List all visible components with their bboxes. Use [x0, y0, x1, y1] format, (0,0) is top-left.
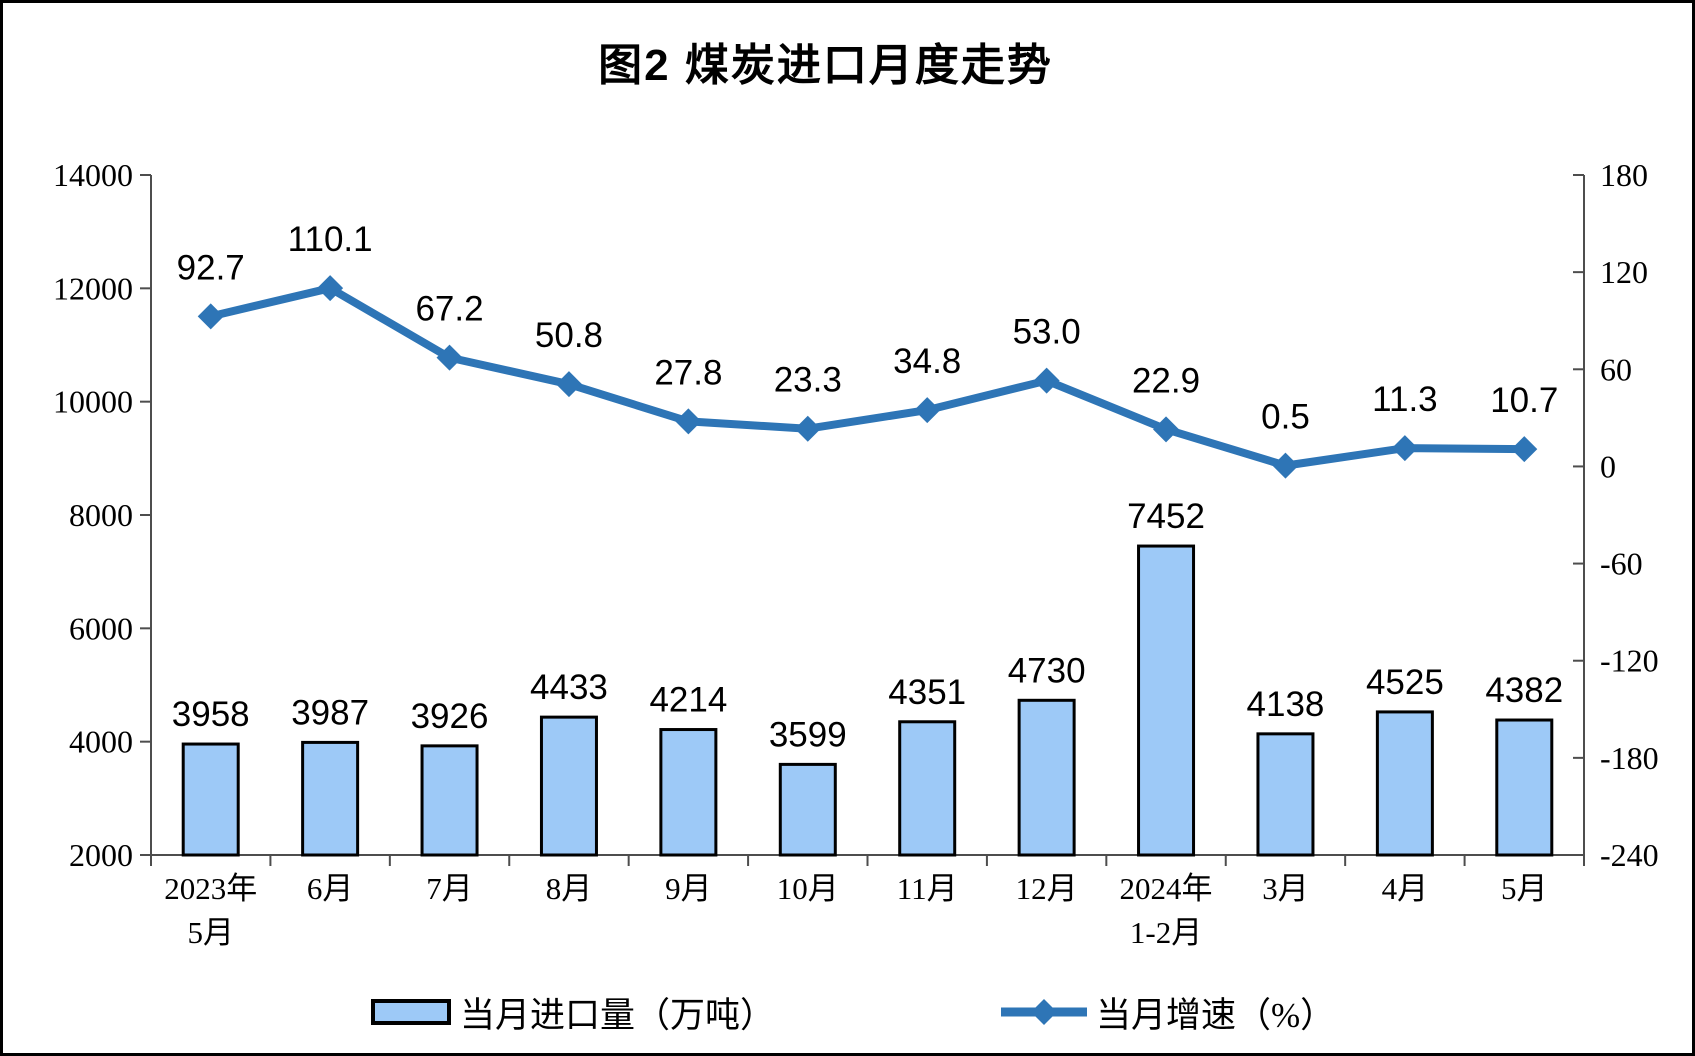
line-value-label-0: 92.7: [177, 248, 245, 287]
left-axis-tick-label-5: 12000: [53, 270, 133, 306]
bar-value-label-0: 3958: [172, 695, 250, 734]
line-point-10: [1391, 435, 1418, 462]
line-point-6: [914, 397, 941, 424]
growth-line: [206, 284, 1529, 470]
right-axis-tick-label-7: -240: [1600, 837, 1659, 873]
left-axis-tick-label-4: 10000: [53, 384, 133, 420]
line-point-2: [436, 344, 463, 371]
bar-value-label-8: 7452: [1127, 497, 1205, 536]
bar-3: [539, 715, 598, 857]
bar-7: [1017, 698, 1076, 857]
right-axis-tick-label-2: 60: [1600, 351, 1632, 387]
line-point-5: [794, 415, 821, 442]
right-axis-tick-label-6: -180: [1600, 740, 1659, 776]
x-category-label-8: 2024年: [1120, 871, 1213, 906]
right-axis-tick-label-0: 180: [1600, 157, 1648, 193]
bar-value-label-10: 4525: [1366, 663, 1444, 702]
left-axis-tick-label-0: 2000: [69, 837, 133, 873]
left-axis-tick-label-3: 8000: [69, 497, 133, 533]
left-axis-tick-label-6: 14000: [53, 157, 133, 193]
line-value-label-11: 10.7: [1490, 381, 1558, 420]
bar-4: [659, 728, 718, 857]
line-value-label-3: 50.8: [535, 316, 603, 355]
right-axis-tick-label-3: 0: [1600, 448, 1616, 484]
line-point-8: [1153, 416, 1180, 443]
line-point-1: [317, 275, 344, 302]
left-axis-tick-label-2: 6000: [69, 610, 133, 646]
line-point-3: [555, 371, 582, 398]
bar-1: [301, 740, 360, 857]
legend-label-growth-rate: 当月增速（%）: [1096, 995, 1336, 1035]
bar-series-swatch-icon: [371, 999, 451, 1025]
legend: 当月进口量（万吨） 当月增速（%）: [3, 989, 1692, 1035]
bar-value-label-3: 4433: [530, 668, 608, 707]
x-category-label-10: 4月: [1382, 871, 1429, 906]
bar-value-label-6: 4351: [888, 673, 966, 712]
x-category-label-9: 3月: [1262, 871, 1309, 906]
bar-8: [1137, 544, 1196, 857]
bar-2: [420, 744, 479, 857]
line-point-9: [1272, 452, 1299, 479]
line-value-label-4: 27.8: [654, 353, 722, 392]
bar-value-label-11: 4382: [1485, 671, 1563, 710]
x-category-label-6: 11月: [897, 871, 958, 906]
line-series-swatch-icon: [999, 997, 1089, 1027]
line-point-11: [1511, 436, 1538, 463]
bar-value-label-1: 3987: [291, 693, 369, 732]
bar-9: [1256, 732, 1315, 857]
x-category-label-5: 10月: [777, 871, 839, 906]
combo-chart: 2000 4000 6000 8000 10000 12000 14000 180 120 60 0…: [53, 157, 1659, 950]
bar-11: [1495, 718, 1554, 857]
left-axis-tick-label-1: 4000: [69, 724, 133, 760]
x-category-label-4: 9月: [665, 871, 712, 906]
line-value-label-8: 22.9: [1132, 361, 1200, 400]
right-axis-tick-label-1: 120: [1600, 254, 1648, 290]
bar-10: [1375, 710, 1434, 857]
x-category-label-2: 7月: [426, 871, 473, 906]
line-value-label-7: 53.0: [1013, 313, 1081, 352]
chart-title: 图2 煤炭进口月度走势: [598, 41, 1053, 90]
line-value-label-6: 34.8: [893, 342, 961, 381]
line-value-label-5: 23.3: [774, 361, 842, 400]
x-category-label-8-line2: 1-2月: [1130, 915, 1202, 950]
bar-value-label-9: 4138: [1247, 685, 1325, 724]
x-category-label-7: 12月: [1016, 871, 1078, 906]
right-axis-tick-label-5: -120: [1600, 643, 1659, 679]
line-point-7: [1033, 367, 1060, 394]
line-value-label-10: 11.3: [1372, 380, 1438, 419]
right-axis-tick-label-4: -60: [1600, 546, 1643, 582]
line-value-label-2: 67.2: [415, 290, 483, 329]
x-category-label-0-line2: 5月: [187, 915, 234, 950]
bar-value-label-4: 4214: [649, 681, 727, 720]
bar-value-label-5: 3599: [769, 715, 847, 754]
line-point-0: [197, 303, 224, 330]
x-category-label-11: 5月: [1501, 871, 1548, 906]
legend-label-import-volume: 当月进口量（万吨）: [460, 995, 776, 1035]
bar-5: [778, 762, 837, 857]
line-point-4: [675, 408, 702, 435]
legend-item-import-volume: 当月进口量（万吨）: [371, 989, 775, 1035]
bar-0: [181, 742, 240, 857]
line-value-label-9: 0.5: [1261, 398, 1310, 437]
x-category-label-1: 6月: [307, 871, 354, 906]
legend-item-growth-rate: 当月增速（%）: [999, 989, 1335, 1035]
bar-value-label-7: 4730: [1008, 651, 1086, 690]
line-value-label-1: 110.1: [288, 220, 373, 259]
x-category-label-0: 2023年: [164, 871, 257, 906]
bar-6: [898, 720, 957, 857]
bar-value-label-2: 3926: [411, 697, 489, 736]
x-category-label-3: 8月: [546, 871, 593, 906]
